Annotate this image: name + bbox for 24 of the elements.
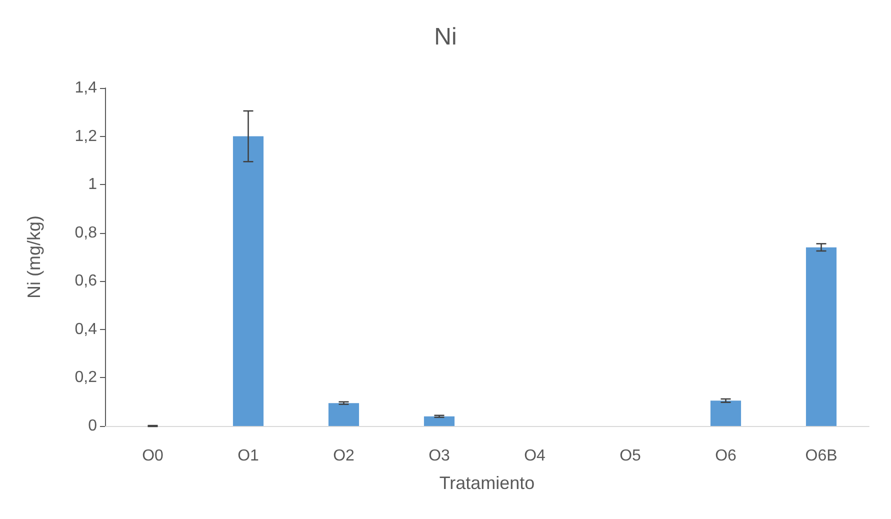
x-tick-label: O0 bbox=[142, 448, 164, 464]
y-tick-label: 0,6 bbox=[74, 272, 98, 290]
y-tick-label: 0,8 bbox=[74, 224, 98, 242]
bar bbox=[424, 416, 455, 426]
chart-title: Ni bbox=[434, 24, 457, 50]
y-tick-label: 0,4 bbox=[74, 320, 98, 338]
x-tick-label: O6B bbox=[805, 448, 838, 464]
bar bbox=[328, 403, 360, 426]
x-axis-title: Tratamiento bbox=[439, 473, 535, 493]
y-tick-label: 1,2 bbox=[74, 128, 98, 145]
bar bbox=[232, 136, 264, 426]
y-tick-label: 1 bbox=[88, 176, 98, 194]
x-tick-label: O2 bbox=[333, 448, 355, 464]
y-tick-label: 0,2 bbox=[74, 369, 98, 386]
bar bbox=[806, 247, 837, 426]
y-axis-title: Ni (mg/kg) bbox=[24, 215, 44, 299]
x-tick-label: O3 bbox=[428, 448, 450, 464]
x-tick-label: O4 bbox=[524, 448, 546, 464]
x-tick-label: O5 bbox=[620, 448, 642, 464]
x-tick-label: O6 bbox=[715, 448, 737, 464]
x-tick-label: O1 bbox=[238, 448, 260, 464]
bar bbox=[710, 400, 742, 426]
y-tick-label: 0 bbox=[88, 418, 98, 434]
y-tick-label: 1,4 bbox=[74, 80, 98, 96]
